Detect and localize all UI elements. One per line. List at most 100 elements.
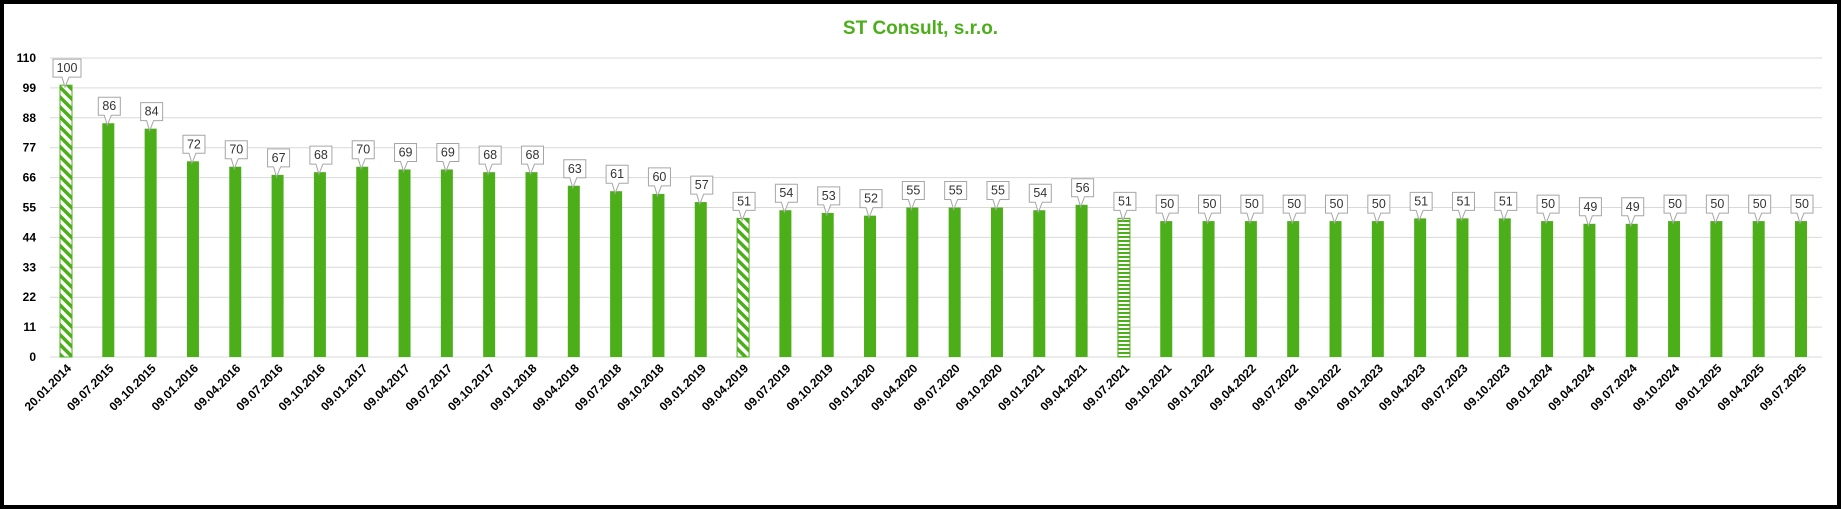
data-label-text: 63 <box>568 162 582 176</box>
bar <box>271 174 284 357</box>
bar <box>610 191 623 357</box>
data-label-text: 51 <box>737 194 751 208</box>
bar <box>779 210 792 357</box>
data-label: 51 <box>1409 191 1433 222</box>
y-tick-label: 55 <box>23 201 37 215</box>
data-label: 50 <box>1748 194 1772 225</box>
data-label-text: 61 <box>610 167 624 181</box>
data-label: 61 <box>605 164 629 195</box>
bar <box>1160 221 1173 357</box>
bar <box>313 172 326 357</box>
bar <box>1795 221 1807 357</box>
y-tick-label: 66 <box>23 171 37 185</box>
data-label: 55 <box>986 181 1010 212</box>
bar <box>1668 221 1681 357</box>
y-tick-label: 110 <box>17 51 37 65</box>
bar-chart: 0 11 22 33 44 55 66 77 88 99 110 100 86 84 72 70 67 68 70… <box>17 51 1822 414</box>
bar <box>1583 223 1596 357</box>
data-label-text: 84 <box>145 105 159 119</box>
data-label-text: 69 <box>441 145 455 159</box>
data-label: 69 <box>394 142 418 173</box>
data-label-text: 50 <box>1372 197 1386 211</box>
data-label: 70 <box>224 140 248 171</box>
data-label: 50 <box>1536 194 1560 225</box>
bars <box>59 84 1807 358</box>
bar <box>59 84 73 358</box>
bar <box>1541 221 1554 357</box>
bar <box>948 207 961 357</box>
data-label: 70 <box>351 140 375 171</box>
data-label-text: 72 <box>187 137 201 151</box>
data-label-text: 51 <box>1499 194 1513 208</box>
bar <box>821 212 834 357</box>
data-label: 67 <box>267 148 291 179</box>
data-label-text: 86 <box>102 99 116 113</box>
data-label: 68 <box>520 145 544 176</box>
data-label: 50 <box>1325 194 1349 225</box>
data-label-text: 52 <box>864 192 878 206</box>
bar <box>525 172 538 357</box>
y-tick-label: 88 <box>23 111 37 125</box>
data-label-text: 100 <box>57 61 78 75</box>
data-label: 86 <box>97 96 121 127</box>
chart-title: ST Consult, s.r.o. <box>842 18 999 39</box>
y-tick-label: 0 <box>29 350 36 364</box>
data-label-text: 51 <box>1118 194 1132 208</box>
data-label: 56 <box>1071 178 1095 209</box>
data-label-text: 69 <box>399 145 413 159</box>
y-tick-label: 44 <box>23 230 37 244</box>
x-axis-ticks: 20.01.201409.07.201509.10.201509.01.2016… <box>22 361 1810 414</box>
bar <box>990 207 1003 357</box>
data-label-text: 51 <box>1457 194 1471 208</box>
data-label-text: 60 <box>652 170 666 184</box>
data-label-text: 50 <box>1795 197 1809 211</box>
bar <box>483 172 496 357</box>
data-label-text: 51 <box>1414 194 1428 208</box>
data-label: 50 <box>1198 194 1222 225</box>
bar <box>567 185 580 357</box>
data-label-text: 50 <box>1203 197 1217 211</box>
data-label: 57 <box>690 175 714 206</box>
data-label-text: 68 <box>314 148 328 162</box>
data-label: 50 <box>1663 194 1687 225</box>
gridlines <box>50 57 1822 358</box>
data-label: 69 <box>436 142 460 173</box>
data-label: 52 <box>859 189 883 220</box>
bar <box>906 207 919 357</box>
data-label-text: 50 <box>1541 197 1555 211</box>
data-label: 50 <box>1282 194 1306 225</box>
bar <box>1625 223 1638 357</box>
data-label-text: 56 <box>1076 181 1090 195</box>
data-label: 54 <box>774 183 798 214</box>
data-label: 50 <box>1790 194 1814 225</box>
bar <box>1033 210 1046 357</box>
bar <box>356 166 369 357</box>
data-label-text: 55 <box>906 184 920 198</box>
bar <box>398 169 411 357</box>
data-label: 54 <box>1028 183 1052 214</box>
bar <box>144 128 157 357</box>
y-tick-label: 99 <box>23 81 37 95</box>
data-label-text: 68 <box>483 148 497 162</box>
bar <box>102 123 115 358</box>
data-label-text: 70 <box>356 143 370 157</box>
data-label: 49 <box>1578 197 1602 228</box>
y-tick-label: 33 <box>23 260 37 274</box>
data-label-text: 57 <box>695 178 709 192</box>
data-label: 50 <box>1705 194 1729 225</box>
data-label-text: 50 <box>1668 197 1682 211</box>
data-label-text: 50 <box>1287 197 1301 211</box>
data-label-text: 70 <box>229 143 243 157</box>
data-label-text: 68 <box>526 148 540 162</box>
data-label: 68 <box>309 145 333 176</box>
data-label-text: 49 <box>1626 200 1640 214</box>
data-label-text: 50 <box>1710 197 1724 211</box>
data-label: 51 <box>732 191 756 222</box>
bar <box>1456 218 1469 357</box>
data-label: 51 <box>1451 191 1475 222</box>
data-label-text: 54 <box>1033 186 1047 200</box>
bar <box>864 215 877 357</box>
data-label: 55 <box>901 181 925 212</box>
data-label: 51 <box>1113 191 1137 222</box>
